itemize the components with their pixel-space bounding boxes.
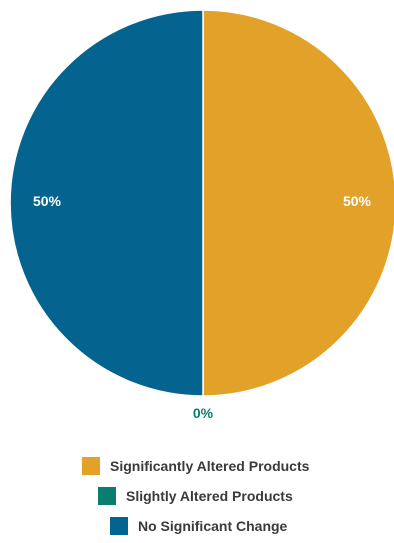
legend-label-slightly-altered: Slightly Altered Products [126, 488, 293, 504]
data-label-no-significant-change: 50% [33, 193, 62, 209]
legend-swatch-slightly-altered [98, 487, 116, 505]
data-label-slightly-altered: 0% [193, 405, 214, 421]
legend-swatch-no-significant-change [110, 517, 128, 535]
legend-label-no-significant-change: No Significant Change [138, 518, 288, 534]
legend-swatch-significantly-altered [82, 457, 100, 475]
legend-item-no-significant-change[interactable]: No Significant Change [110, 517, 287, 535]
data-label-significantly-altered: 50% [343, 193, 372, 209]
legend-label-significantly-altered: Significantly Altered Products [110, 458, 310, 474]
legend-item-slightly-altered[interactable]: Slightly Altered Products [98, 487, 293, 505]
legend-item-significantly-altered[interactable]: Significantly Altered Products [82, 457, 309, 475]
pie-slice-significantly-altered[interactable] [202, 9, 394, 397]
pie-slice-no-significant-change[interactable] [9, 9, 204, 397]
